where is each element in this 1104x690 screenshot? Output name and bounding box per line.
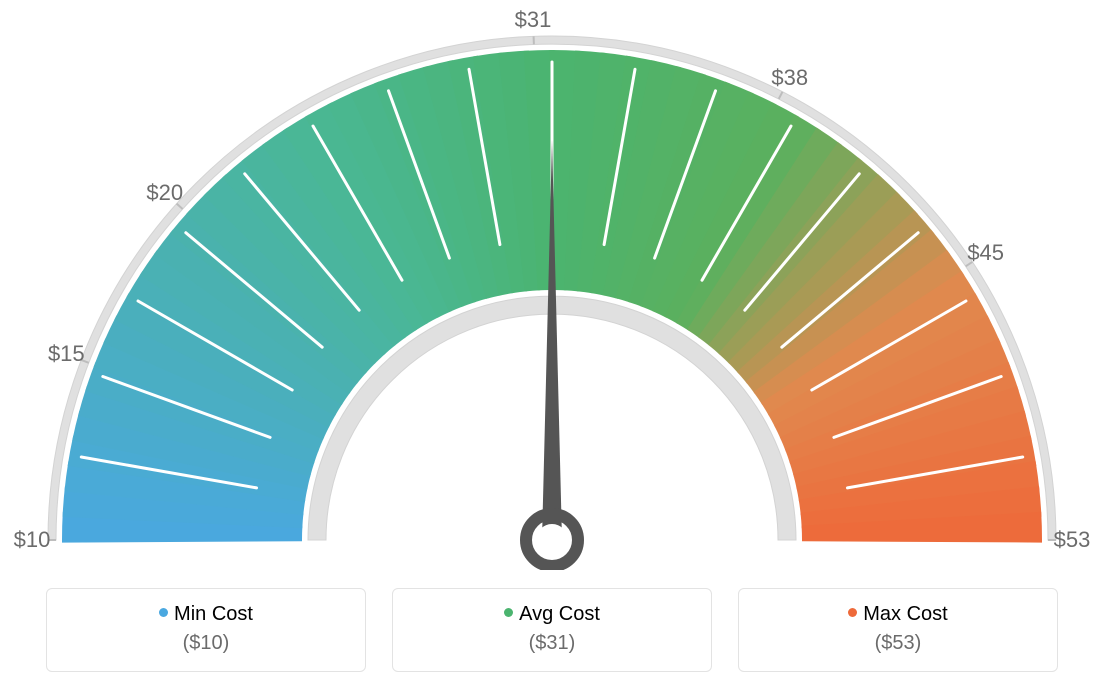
gauge-tick-label: $20 [146, 180, 183, 206]
legend-dot-min [159, 608, 168, 617]
gauge-svg [12, 10, 1092, 570]
legend-value-min: ($10) [57, 632, 355, 655]
legend-value-max: ($53) [749, 632, 1047, 655]
gauge-tick-label: $31 [515, 7, 552, 33]
gauge-tick-label: $38 [771, 65, 808, 91]
legend-label-min: Min Cost [174, 603, 253, 625]
legend-avg: Avg Cost ($31) [392, 588, 712, 672]
cost-gauge: $10 $15 $20 $31 $38 $45 $53 [0, 0, 1104, 560]
gauge-tick-label: $53 [1054, 527, 1091, 553]
legend-value-avg: ($31) [403, 632, 701, 655]
legend-max: Max Cost ($53) [738, 588, 1058, 672]
gauge-tick-label: $10 [14, 527, 51, 553]
legend-label-avg: Avg Cost [519, 603, 600, 625]
legend-dot-avg [504, 608, 513, 617]
legend-label-max: Max Cost [863, 603, 947, 625]
legend-dot-max [848, 608, 857, 617]
gauge-tick-label: $15 [48, 341, 85, 367]
gauge-tick-label: $45 [967, 240, 1004, 266]
legend-row: Min Cost ($10) Avg Cost ($31) Max Cost (… [0, 588, 1104, 672]
legend-min: Min Cost ($10) [46, 588, 366, 672]
